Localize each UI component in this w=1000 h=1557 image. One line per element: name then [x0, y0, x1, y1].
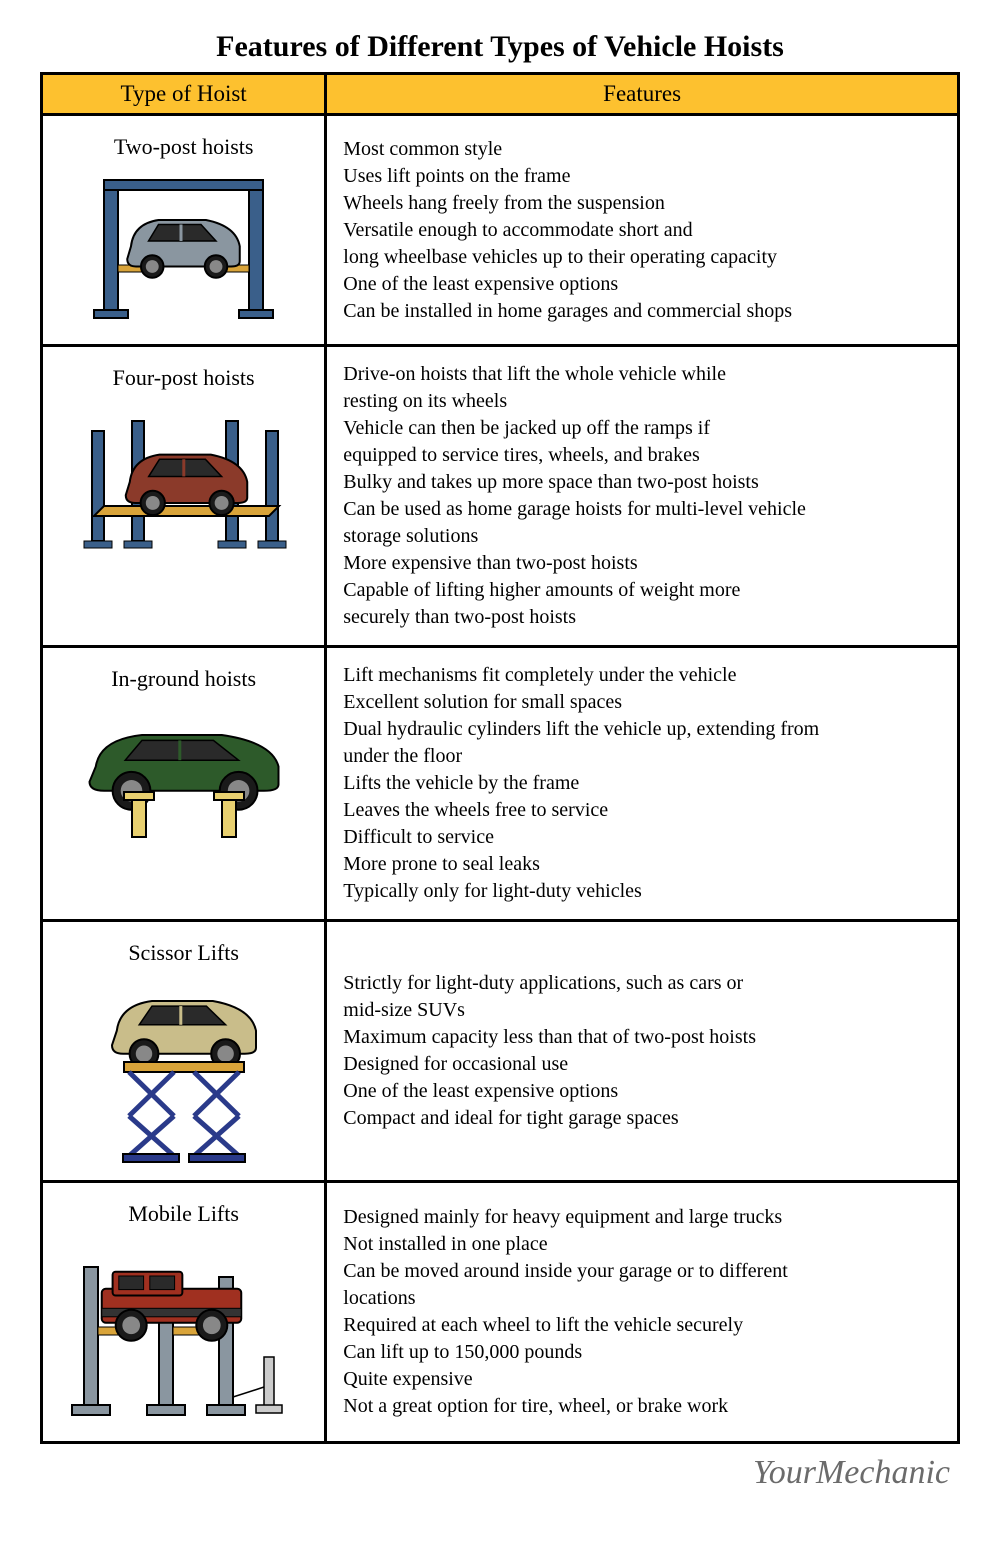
table-row: In-ground hoists Lift mechanisms fit com… [42, 647, 959, 921]
type-cell: Scissor Lifts [42, 921, 326, 1182]
feature-line: locations [343, 1285, 941, 1312]
feature-line: Dual hydraulic cylinders lift the vehicl… [343, 716, 941, 743]
feature-line: Capable of lifting higher amounts of wei… [343, 577, 941, 604]
feature-line: Difficult to service [343, 824, 941, 851]
feature-line: Can be moved around inside your garage o… [343, 1258, 941, 1285]
feature-line: storage solutions [343, 523, 941, 550]
feature-line: One of the least expensive options [343, 1078, 941, 1105]
hoist-type-label: In-ground hoists [59, 666, 308, 692]
feature-line: Drive-on hoists that lift the whole vehi… [343, 361, 941, 388]
feature-line: Can lift up to 150,000 pounds [343, 1339, 941, 1366]
features-cell: Most common styleUses lift points on the… [326, 115, 959, 346]
col-header-type: Type of Hoist [42, 74, 326, 115]
two-post-hoist-illustration [59, 170, 308, 330]
type-cell: In-ground hoists [42, 647, 326, 921]
feature-line: One of the least expensive options [343, 271, 941, 298]
scissor-hoist-illustration [59, 976, 308, 1166]
feature-line: Strictly for light-duty applications, su… [343, 970, 941, 997]
table-row: Scissor Lifts Strictly for light-duty ap… [42, 921, 959, 1182]
feature-line: Required at each wheel to lift the vehic… [343, 1312, 941, 1339]
feature-line: Can be used as home garage hoists for mu… [343, 496, 941, 523]
feature-line: Not installed in one place [343, 1231, 941, 1258]
feature-line: Vehicle can then be jacked up off the ra… [343, 415, 941, 442]
feature-line: Bulky and takes up more space than two-p… [343, 469, 941, 496]
type-cell: Two-post hoists [42, 115, 326, 346]
feature-line: Wheels hang freely from the suspension [343, 190, 941, 217]
col-header-features: Features [326, 74, 959, 115]
hoist-type-label: Mobile Lifts [59, 1201, 308, 1227]
in-ground-hoist-illustration [59, 702, 308, 842]
feature-line: Can be installed in home garages and com… [343, 298, 941, 325]
features-cell: Designed mainly for heavy equipment and … [326, 1182, 959, 1443]
feature-line: Typically only for light-duty vehicles [343, 878, 941, 905]
table-row: Mobile Lifts Designed mainly for heavy [42, 1182, 959, 1443]
features-cell: Strictly for light-duty applications, su… [326, 921, 959, 1182]
feature-line: resting on its wheels [343, 388, 941, 415]
feature-line: Designed mainly for heavy equipment and … [343, 1204, 941, 1231]
feature-line: Designed for occasional use [343, 1051, 941, 1078]
feature-line: Not a great option for tire, wheel, or b… [343, 1393, 941, 1420]
mobile-hoist-illustration [59, 1237, 308, 1427]
feature-line: More expensive than two-post hoists [343, 550, 941, 577]
feature-line: mid-size SUVs [343, 997, 941, 1024]
feature-line: Quite expensive [343, 1366, 941, 1393]
feature-line: under the floor [343, 743, 941, 770]
type-cell: Mobile Lifts [42, 1182, 326, 1443]
table-row: Four-post hoists Drive-on hoists that li… [42, 346, 959, 647]
feature-line: Compact and ideal for tight garage space… [343, 1105, 941, 1132]
feature-line: Uses lift points on the frame [343, 163, 941, 190]
features-cell: Lift mechanisms fit completely under the… [326, 647, 959, 921]
feature-line: Most common style [343, 136, 941, 163]
table-row: Two-post hoists Most common styleUses li… [42, 115, 959, 346]
feature-line: Leaves the wheels free to service [343, 797, 941, 824]
feature-line: Excellent solution for small spaces [343, 689, 941, 716]
feature-line: More prone to seal leaks [343, 851, 941, 878]
hoist-table: Type of Hoist Features Two-post hoists M… [40, 72, 960, 1444]
feature-line: Versatile enough to accommodate short an… [343, 217, 941, 244]
brand-logo: YourMechanic [40, 1454, 960, 1492]
feature-line: long wheelbase vehicles up to their oper… [343, 244, 941, 271]
feature-line: Lifts the vehicle by the frame [343, 770, 941, 797]
type-cell: Four-post hoists [42, 346, 326, 647]
feature-line: securely than two-post hoists [343, 604, 941, 631]
feature-line: Maximum capacity less than that of two-p… [343, 1024, 941, 1051]
feature-line: equipped to service tires, wheels, and b… [343, 442, 941, 469]
hoist-type-label: Four-post hoists [59, 365, 308, 391]
hoist-type-label: Two-post hoists [59, 134, 308, 160]
features-cell: Drive-on hoists that lift the whole vehi… [326, 346, 959, 647]
hoist-type-label: Scissor Lifts [59, 940, 308, 966]
page-title: Features of Different Types of Vehicle H… [40, 30, 960, 64]
four-post-hoist-illustration [59, 401, 308, 561]
feature-line: Lift mechanisms fit completely under the… [343, 662, 941, 689]
